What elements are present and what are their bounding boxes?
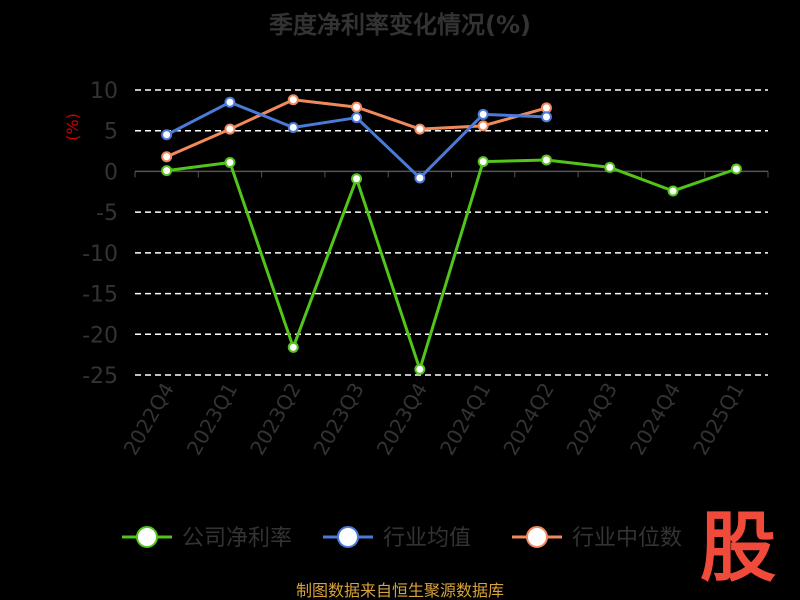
y-tick-label: -20 <box>82 323 118 348</box>
legend-item: 行业均值 <box>323 526 471 551</box>
legend-item: 行业中位数 <box>512 526 682 551</box>
data-point <box>604 161 616 173</box>
data-point <box>477 120 489 132</box>
legend-swatch-marker <box>136 526 158 548</box>
x-tick-label: 2022Q4 <box>119 379 179 460</box>
data-point <box>351 173 363 185</box>
y-tick-label: -5 <box>96 201 118 226</box>
data-point <box>287 341 299 353</box>
y-tick-label: -15 <box>82 283 118 308</box>
y-axis-label: (%) <box>63 113 82 141</box>
data-point <box>351 101 363 113</box>
data-point <box>287 94 299 106</box>
data-point <box>161 165 173 177</box>
logo: 股 <box>700 503 776 592</box>
chart-title: 季度净利率变化情况(%) <box>269 11 531 39</box>
legend-label: 公司净利率 <box>182 526 292 551</box>
y-tick-label: 0 <box>104 160 118 185</box>
legend-label: 行业中位数 <box>572 526 682 551</box>
y-tick-label: -10 <box>82 242 118 267</box>
x-tick-label: 2023Q3 <box>308 379 368 460</box>
x-tick-label: 2024Q1 <box>435 379 495 460</box>
data-point <box>414 172 426 184</box>
series-line-0 <box>166 158 737 371</box>
x-tick-label: 2024Q2 <box>498 379 558 460</box>
legend-swatch-marker <box>337 526 359 548</box>
x-tick-label: 2025Q1 <box>688 379 748 460</box>
x-tick-label: 2024Q4 <box>625 379 685 460</box>
legend-label: 行业均值 <box>383 526 471 551</box>
y-tick-label: -25 <box>82 364 118 389</box>
data-point <box>540 111 552 123</box>
data-point <box>477 156 489 168</box>
data-point <box>540 154 552 166</box>
x-tick-label: 2023Q2 <box>245 379 305 460</box>
y-tick-label: 10 <box>90 79 118 104</box>
x-tick-label: 2023Q4 <box>372 379 432 460</box>
data-point <box>224 156 236 168</box>
y-tick-label: 5 <box>104 120 118 145</box>
data-point <box>730 163 742 175</box>
data-point <box>414 123 426 135</box>
data-point <box>161 151 173 163</box>
data-point <box>224 96 236 108</box>
data-point <box>161 129 173 141</box>
legend-item: 公司净利率 <box>122 526 292 551</box>
data-point <box>414 363 426 375</box>
data-point <box>351 112 363 124</box>
data-point <box>224 123 236 135</box>
x-tick-label: 2023Q1 <box>182 379 242 460</box>
source-note: 制图数据来自恒生聚源数据库 <box>296 581 504 600</box>
data-point <box>287 121 299 133</box>
legend-swatch-marker <box>526 526 548 548</box>
data-point <box>477 108 489 120</box>
x-tick-label: 2024Q3 <box>562 379 622 460</box>
data-point <box>540 102 552 114</box>
data-point <box>667 185 679 197</box>
